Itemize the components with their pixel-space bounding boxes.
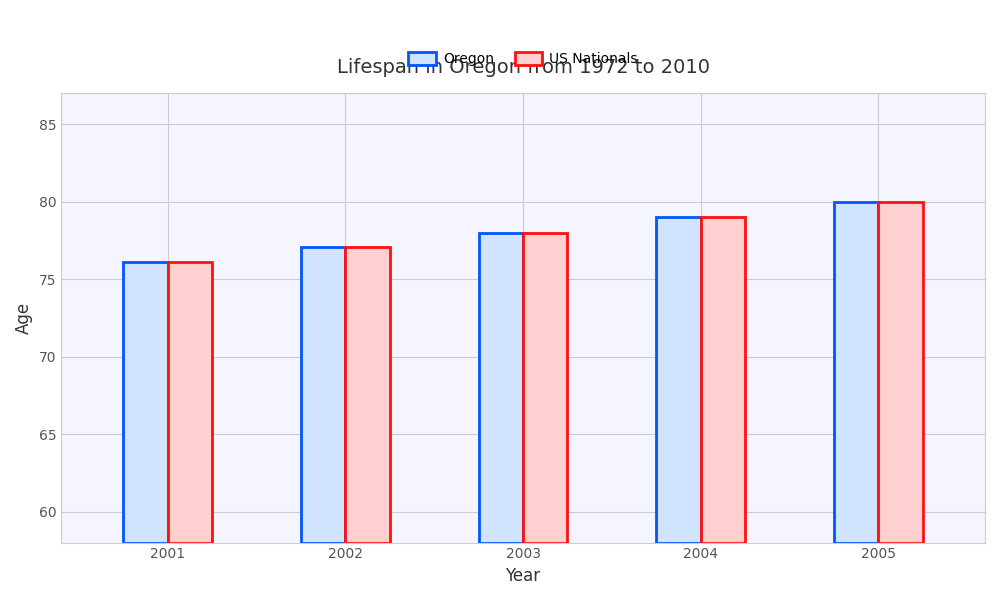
Legend: Oregon, US Nationals: Oregon, US Nationals (403, 47, 643, 71)
Bar (878, 202, 923, 542)
Bar (834, 202, 878, 542)
Y-axis label: Age: Age (15, 302, 33, 334)
Bar (479, 233, 523, 542)
X-axis label: Year: Year (505, 567, 541, 585)
Bar (168, 262, 212, 542)
Bar (123, 262, 168, 542)
Bar (345, 247, 390, 542)
Title: Lifespan in Oregon from 1972 to 2010: Lifespan in Oregon from 1972 to 2010 (337, 58, 710, 77)
Bar (701, 217, 745, 542)
Bar (301, 247, 345, 542)
Bar (656, 217, 701, 542)
Bar (523, 233, 567, 542)
